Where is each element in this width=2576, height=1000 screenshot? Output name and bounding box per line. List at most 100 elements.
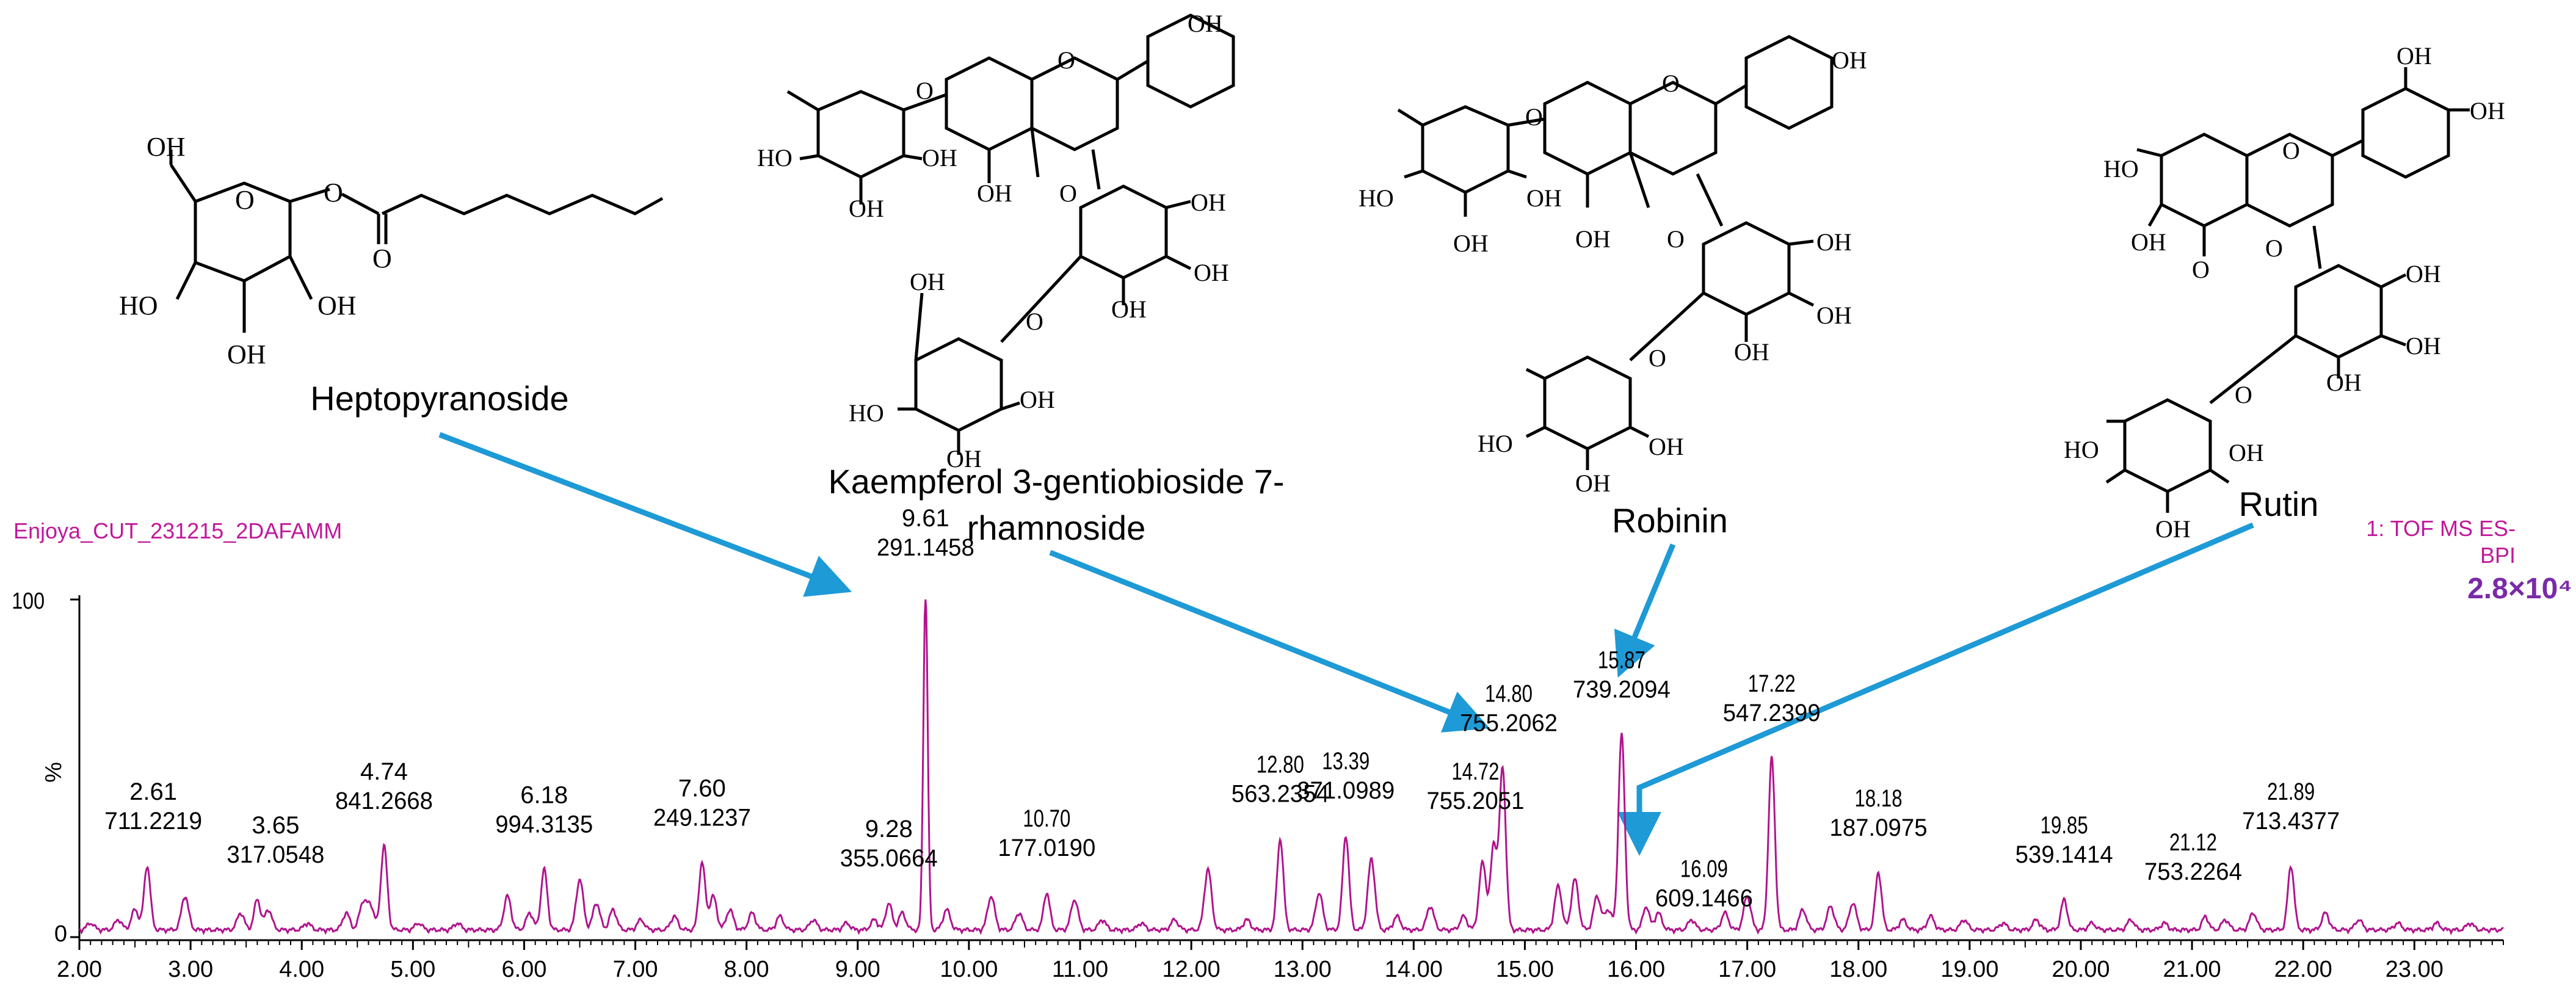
- peak-label-rt: 7.60: [678, 775, 726, 802]
- peak-label-rt: 3.65: [252, 812, 299, 839]
- svg-text:OH: OH: [910, 268, 945, 295]
- peak-label-rt: 21.89: [2267, 778, 2315, 805]
- svg-text:O: O: [1026, 308, 1043, 335]
- svg-text:O: O: [2192, 256, 2210, 283]
- svg-text:OH: OH: [849, 195, 884, 222]
- svg-text:OH: OH: [2229, 439, 2264, 466]
- svg-text:O: O: [235, 185, 255, 215]
- svg-text:OH: OH: [1816, 228, 1852, 256]
- x-axis-ticks: 2.00 3.00 4.00 5.00 6.00 7.00 8.00 9.00 10.00 11.…: [57, 940, 2504, 982]
- svg-text:O: O: [1058, 46, 1075, 74]
- chromatogram-plot: 100 0 % 2.00 3.00 4.00 5.00 6.00 7.00 8.00 9.00…: [12, 505, 2504, 982]
- peak-label-mz: 841.2668: [335, 788, 433, 814]
- peak-label-rt: 16.09: [1680, 855, 1728, 882]
- x-tick-label: 14.00: [1385, 957, 1443, 982]
- peak-label-mz: 753.2264: [2144, 858, 2242, 885]
- svg-text:OH: OH: [1649, 433, 1684, 460]
- y-tick-100: 100: [12, 589, 45, 614]
- compound-name-kaempferol-line2: rhamnoside: [967, 509, 1146, 547]
- y-tick-0: 0: [54, 921, 67, 947]
- svg-text:OH: OH: [2406, 260, 2441, 288]
- peak-label-mz: 563.2354: [1232, 781, 1329, 808]
- peak-label-mz: 317.0548: [227, 841, 324, 868]
- peak-label-mz: 291.1458: [877, 534, 974, 561]
- sample-label: Enjoya_CUT_231215_2DAFAMM: [13, 518, 342, 543]
- peak-label-mz: 355.0664: [840, 845, 938, 872]
- peak-label-rt: 19.85: [2041, 812, 2088, 839]
- svg-text:O: O: [1525, 103, 1543, 131]
- svg-text:OH: OH: [2406, 332, 2441, 360]
- arrow-rutin: [1617, 522, 2254, 856]
- svg-text:OH: OH: [2326, 369, 2362, 396]
- peak-label-rt: 21.12: [2169, 829, 2217, 856]
- structure-robinin-labels: OH O O HO OH OH OH O OH OH OH O HO OH OH: [1359, 46, 1867, 497]
- x-tick-label: 19.00: [1940, 957, 1998, 982]
- x-tick-label: 9.00: [835, 957, 880, 982]
- svg-text:O: O: [324, 178, 343, 208]
- x-tick-label: 16.00: [1607, 957, 1665, 982]
- x-tick-label: 5.00: [390, 957, 435, 982]
- x-tick-label: 15.00: [1496, 957, 1554, 982]
- peak-label-mz: 713.4377: [2242, 808, 2340, 835]
- peak-label-mz: 547.2399: [1723, 700, 1821, 726]
- svg-text:OH: OH: [227, 339, 266, 369]
- x-tick-label: 23.00: [2386, 957, 2444, 982]
- peak-label-rt: 14.80: [1485, 681, 1533, 708]
- peak-label-mz: 609.1466: [1655, 885, 1753, 911]
- svg-text:OH: OH: [1194, 259, 1229, 286]
- svg-text:O: O: [1059, 179, 1077, 207]
- structure-kaempferol-gentiobioside: [786, 13, 1235, 455]
- svg-text:OH: OH: [1575, 225, 1611, 253]
- detector-label-line2: BPI: [2480, 543, 2516, 568]
- svg-text:O: O: [2265, 234, 2283, 262]
- svg-text:O: O: [1667, 225, 1685, 253]
- svg-text:HO: HO: [849, 399, 884, 427]
- peak-label-rt: 2.61: [129, 778, 177, 805]
- x-tick-label: 4.00: [279, 957, 324, 982]
- svg-text:OH: OH: [2396, 42, 2432, 70]
- x-tick-label: 7.00: [613, 957, 658, 982]
- svg-text:O: O: [1662, 70, 1680, 97]
- arrow-heptopyranoside: [438, 432, 852, 597]
- svg-text:OH: OH: [1191, 189, 1226, 216]
- svg-text:OH: OH: [1832, 46, 1867, 74]
- svg-text:OH: OH: [147, 132, 186, 162]
- peak-label-rt: 10.70: [1023, 805, 1070, 832]
- peak-label-mz: 539.1414: [2015, 841, 2113, 868]
- arrow-robinin: [1614, 543, 1676, 678]
- y-axis-label: %: [41, 762, 67, 783]
- svg-text:O: O: [2235, 381, 2252, 408]
- svg-text:OH: OH: [2131, 228, 2166, 256]
- svg-text:OH: OH: [977, 179, 1012, 207]
- peak-label-mz: 755.2051: [1426, 788, 1524, 814]
- structure-heptopyranoside-labels: OH O O O HO OH OH: [119, 132, 392, 369]
- peak-label-rt: 9.28: [865, 816, 913, 842]
- x-tick-label: 21.00: [2163, 957, 2221, 982]
- intensity-label: 2.8×10⁴: [2467, 573, 2572, 605]
- svg-text:OH: OH: [946, 445, 982, 473]
- svg-text:HO: HO: [757, 144, 793, 172]
- svg-text:OH: OH: [1575, 469, 1611, 497]
- peak-label-mz: 187.0975: [1830, 814, 1928, 841]
- svg-text:OH: OH: [317, 291, 357, 321]
- svg-text:OH: OH: [1020, 386, 1055, 413]
- svg-text:O: O: [1649, 344, 1666, 372]
- x-tick-label: 3.00: [168, 957, 213, 982]
- x-tick-label: 12.00: [1163, 957, 1221, 982]
- peak-label-rt: 9.61: [902, 505, 949, 532]
- detector-label-line1: 1: TOF MS ES-: [2366, 516, 2516, 541]
- x-tick-label: 10.00: [940, 957, 998, 982]
- x-tick-label: 13.00: [1274, 957, 1332, 982]
- svg-text:HO: HO: [2103, 155, 2139, 183]
- svg-text:HO: HO: [1359, 184, 1394, 212]
- structure-kaempferol-labels: OH O O HO OH OH OH O OH OH OH OH O HO OH…: [757, 10, 1229, 473]
- peak-label-rt: 6.18: [520, 781, 568, 808]
- svg-text:OH: OH: [1734, 338, 1769, 366]
- svg-text:OH: OH: [1453, 230, 1489, 257]
- arrow-kaempferol: [1049, 549, 1490, 733]
- chromatogram-trace: [79, 599, 2504, 936]
- peak-label-mz: 739.2094: [1573, 676, 1671, 703]
